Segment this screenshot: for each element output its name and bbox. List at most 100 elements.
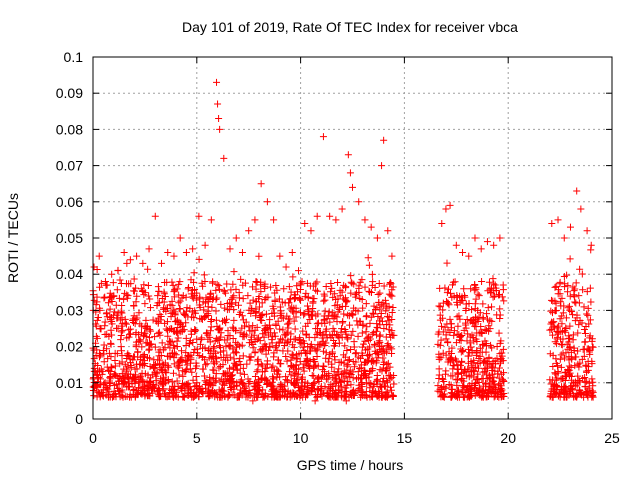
data-point	[323, 334, 331, 342]
data-point	[568, 355, 576, 363]
data-point	[363, 312, 371, 320]
data-point	[196, 295, 204, 303]
data-point	[321, 383, 329, 391]
data-point	[255, 377, 263, 385]
data-point	[281, 388, 289, 396]
data-point	[200, 306, 208, 314]
data-point	[472, 375, 480, 383]
data-point	[216, 125, 224, 133]
data-point	[263, 381, 271, 389]
data-point	[175, 299, 183, 307]
data-point	[566, 344, 574, 352]
data-point	[226, 343, 234, 351]
data-point	[141, 323, 149, 331]
data-point	[347, 390, 355, 398]
data-point	[252, 308, 260, 316]
data-point	[450, 331, 458, 339]
x-tick-label: 5	[193, 430, 201, 446]
data-point	[94, 314, 102, 322]
data-point	[139, 288, 147, 296]
data-point	[189, 393, 197, 401]
y-tick-label: 0.1	[64, 49, 84, 65]
data-point	[369, 357, 377, 365]
data-point	[463, 372, 471, 380]
data-point	[546, 350, 554, 358]
data-point	[196, 315, 204, 323]
data-point	[581, 378, 589, 386]
data-point	[347, 272, 355, 280]
data-point	[564, 345, 572, 353]
data-point	[276, 325, 284, 333]
data-point	[584, 311, 592, 319]
data-point	[204, 331, 212, 339]
data-point	[182, 334, 190, 342]
data-point	[361, 216, 369, 224]
data-point	[213, 280, 221, 288]
data-point	[251, 326, 259, 334]
data-point	[554, 362, 562, 370]
data-point	[358, 343, 366, 351]
data-point	[175, 291, 183, 299]
data-point	[496, 305, 504, 313]
data-point	[379, 345, 387, 353]
data-point	[288, 303, 296, 311]
data-point	[149, 364, 157, 372]
data-point	[155, 328, 163, 336]
data-point	[482, 364, 490, 372]
data-point	[311, 397, 319, 405]
data-point	[173, 362, 181, 370]
data-point	[326, 350, 334, 358]
data-point	[269, 333, 277, 341]
data-point	[366, 319, 374, 327]
data-point	[316, 340, 324, 348]
data-point	[270, 305, 278, 313]
data-point	[343, 346, 351, 354]
data-point	[444, 299, 452, 307]
data-point	[358, 349, 366, 357]
data-point	[238, 312, 246, 320]
data-point	[319, 347, 327, 355]
data-point	[295, 267, 303, 275]
data-point	[118, 322, 126, 330]
data-point	[289, 273, 297, 281]
data-point	[205, 392, 213, 400]
data-point	[116, 393, 124, 401]
x-tick-label: 20	[500, 430, 516, 446]
data-point	[580, 303, 588, 311]
data-point	[227, 302, 235, 310]
data-point	[162, 325, 170, 333]
data-point	[581, 329, 589, 337]
data-point	[190, 269, 198, 277]
data-point	[191, 383, 199, 391]
data-point	[549, 309, 557, 317]
data-point	[287, 371, 295, 379]
data-point	[388, 327, 396, 335]
data-point	[346, 373, 354, 381]
data-point	[468, 362, 476, 370]
data-point	[124, 292, 132, 300]
data-point	[547, 387, 555, 395]
data-point	[136, 336, 144, 344]
data-point	[577, 389, 585, 397]
data-point	[547, 307, 555, 315]
x-tick-label: 15	[397, 430, 413, 446]
data-point	[135, 337, 143, 345]
data-point	[117, 343, 125, 351]
data-point	[586, 284, 594, 292]
data-point	[488, 317, 496, 325]
data-point	[304, 343, 312, 351]
data-point	[320, 297, 328, 305]
data-point	[560, 234, 568, 242]
data-point	[362, 313, 370, 321]
data-point	[303, 302, 311, 310]
data-point	[236, 329, 244, 337]
data-point	[146, 363, 154, 371]
data-point	[296, 286, 304, 294]
data-point	[370, 381, 378, 389]
data-point	[314, 310, 322, 318]
data-point	[198, 279, 206, 287]
data-point	[156, 392, 164, 400]
data-point	[208, 355, 216, 363]
data-point	[579, 286, 587, 294]
data-point	[320, 290, 328, 298]
